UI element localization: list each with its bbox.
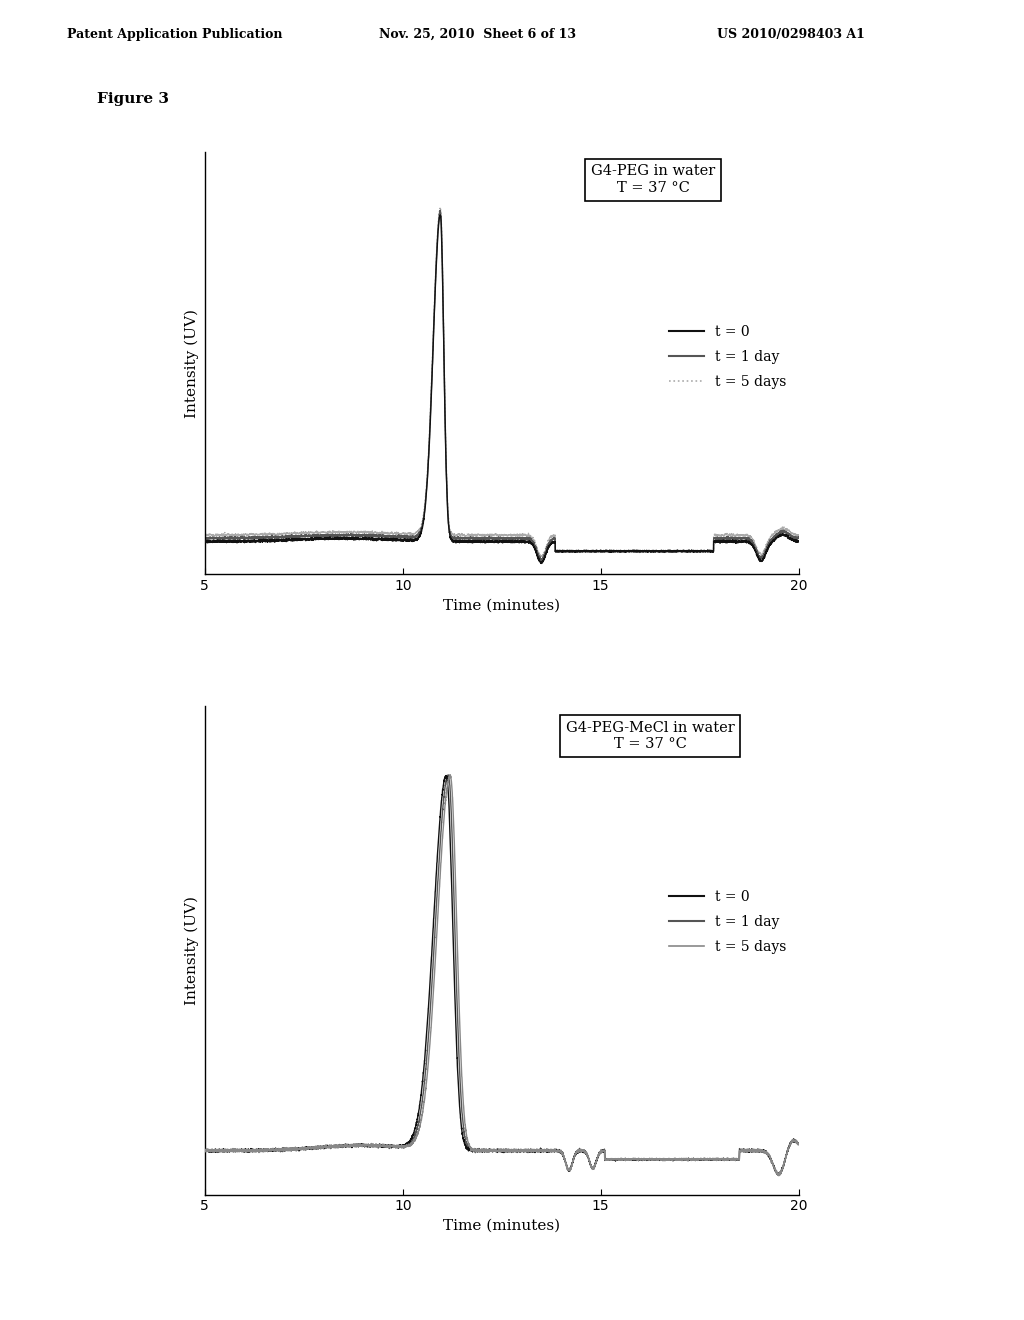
- Text: US 2010/0298403 A1: US 2010/0298403 A1: [717, 28, 864, 41]
- Y-axis label: Intensity (UV): Intensity (UV): [185, 309, 200, 417]
- Legend: t = 0, t = 1 day, t = 5 days: t = 0, t = 1 day, t = 5 days: [664, 884, 792, 960]
- Text: G4-PEG in water
T = 37 °C: G4-PEG in water T = 37 °C: [591, 165, 716, 194]
- X-axis label: Time (minutes): Time (minutes): [443, 598, 560, 612]
- Text: Figure 3: Figure 3: [97, 92, 169, 107]
- Legend: t = 0, t = 1 day, t = 5 days: t = 0, t = 1 day, t = 5 days: [664, 319, 792, 395]
- X-axis label: Time (minutes): Time (minutes): [443, 1218, 560, 1233]
- Text: Patent Application Publication: Patent Application Publication: [67, 28, 282, 41]
- Y-axis label: Intensity (UV): Intensity (UV): [185, 896, 200, 1005]
- Text: Nov. 25, 2010  Sheet 6 of 13: Nov. 25, 2010 Sheet 6 of 13: [379, 28, 575, 41]
- Text: G4-PEG-MeCl in water
T = 37 °C: G4-PEG-MeCl in water T = 37 °C: [566, 721, 734, 751]
